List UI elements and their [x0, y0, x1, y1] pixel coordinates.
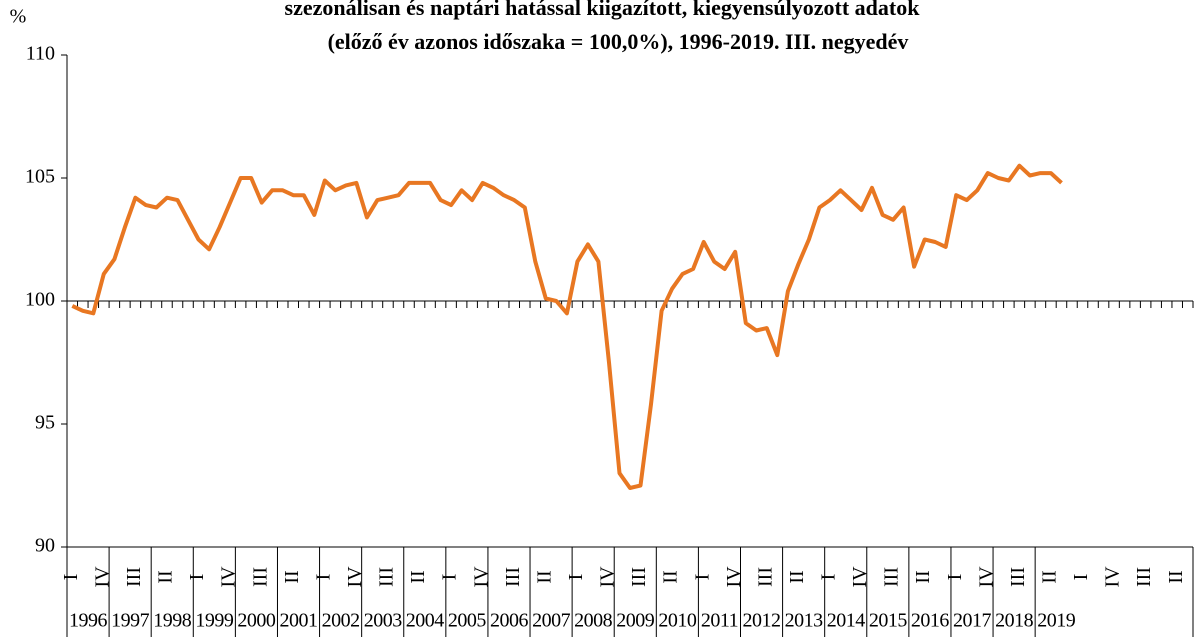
year-label: 2018 — [995, 610, 1034, 632]
year-label: 1999 — [195, 610, 234, 632]
x-tick-label: I — [312, 574, 334, 581]
year-label: 2000 — [237, 610, 276, 632]
y-axis-label: % — [10, 6, 27, 28]
x-tick-label: IV — [218, 566, 240, 588]
x-tick-label: I — [565, 574, 587, 581]
data-line — [71, 163, 1063, 490]
x-tick-label: III — [881, 567, 903, 587]
x-tick-label: I — [691, 574, 713, 581]
year-label: 2004 — [406, 610, 445, 632]
x-tick-label: I — [944, 574, 966, 581]
y-tick-label: 100 — [25, 289, 55, 311]
x-tick-label: II — [660, 570, 682, 583]
x-tick-label: II — [281, 570, 303, 583]
x-tick-label: III — [1007, 567, 1029, 587]
chart-title: szezonálisan és naptári hatással kiigazí… — [285, 0, 921, 20]
year-label: 2006 — [490, 610, 529, 632]
x-tick-label: IV — [91, 566, 113, 588]
year-label: 2008 — [574, 610, 613, 632]
x-tick-label: II — [1039, 570, 1061, 583]
x-tick-label: I — [60, 574, 82, 581]
x-tick-label: IV — [344, 566, 366, 588]
year-label: 2014 — [827, 610, 866, 632]
x-tick-label: III — [754, 567, 776, 587]
x-tick-label: I — [818, 574, 840, 581]
x-tick-label: III — [628, 567, 650, 587]
x-tick-label: II — [155, 570, 177, 583]
x-tick-label: II — [407, 570, 429, 583]
y-tick-label: 95 — [35, 412, 55, 434]
x-tick-label: IV — [470, 566, 492, 588]
year-label: 2013 — [785, 610, 824, 632]
y-tick-label: 110 — [26, 43, 55, 65]
x-tick-label: IV — [723, 566, 745, 588]
x-tick-label: I — [1070, 574, 1092, 581]
x-tick-label: IV — [849, 566, 871, 588]
x-tick-label: I — [439, 574, 461, 581]
x-tick-label: II — [912, 570, 934, 583]
year-label: 2001 — [280, 610, 318, 632]
x-tick-label: III — [502, 567, 524, 587]
x-tick-label: IV — [975, 566, 997, 588]
year-label: 2015 — [869, 610, 908, 632]
x-tick-label: III — [123, 567, 145, 587]
year-label: 2003 — [364, 610, 403, 632]
x-tick-label: IV — [597, 566, 619, 588]
year-label: 1998 — [153, 610, 192, 632]
year-label: 2012 — [743, 610, 781, 632]
year-label: 2010 — [658, 610, 697, 632]
year-label: 1996 — [69, 610, 108, 632]
year-label: 2002 — [322, 610, 360, 632]
x-tick-label: II — [533, 570, 555, 583]
year-label: 2007 — [532, 610, 571, 632]
y-tick-label: 90 — [35, 535, 55, 557]
year-label: 2011 — [701, 610, 738, 632]
year-label: 2009 — [616, 610, 655, 632]
x-tick-label: II — [786, 570, 808, 583]
x-tick-label: I — [186, 574, 208, 581]
year-label: 2019 — [1037, 610, 1076, 632]
year-label: 2016 — [911, 610, 950, 632]
x-tick-label: II — [1165, 570, 1187, 583]
x-tick-label: III — [376, 567, 398, 587]
year-label: 1997 — [111, 610, 150, 632]
year-label: 2017 — [953, 610, 992, 632]
x-tick-label: III — [249, 567, 271, 587]
chart-subtitle: (előző év azonos időszaka = 100,0%), 199… — [328, 29, 909, 54]
year-label: 2005 — [448, 610, 487, 632]
x-tick-label: III — [1133, 567, 1155, 587]
y-tick-label: 105 — [25, 166, 55, 188]
x-tick-label: IV — [1102, 566, 1124, 588]
